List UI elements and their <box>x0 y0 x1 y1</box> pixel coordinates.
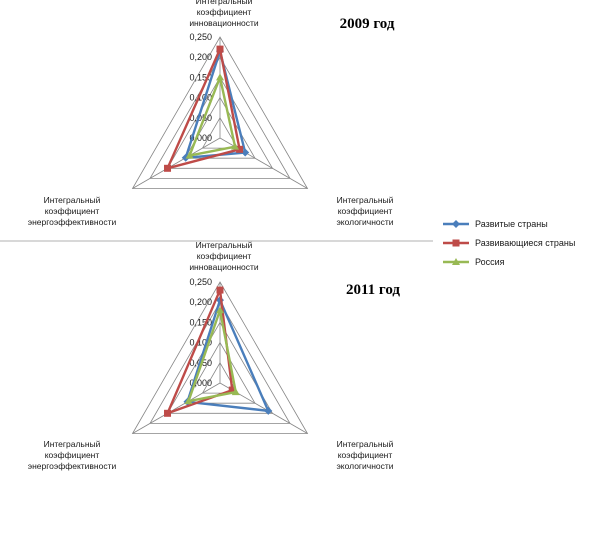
tick-label: 0,150 <box>189 317 212 327</box>
legend-label: Развивающиеся страны <box>475 238 575 248</box>
radar-chart-2009: 0,000 0,050 0,100 0,150 0,200 0,250 Интегральн… <box>28 0 395 227</box>
grid-ring <box>166 76 274 169</box>
legend-label: Россия <box>475 257 505 267</box>
data-point <box>228 386 236 394</box>
chart-title: 2011 год <box>346 282 400 298</box>
data-point <box>164 164 172 172</box>
data-point <box>184 397 193 405</box>
tick-label: 0,200 <box>189 52 212 62</box>
axis-label: Интегральный коэффициент экологичности <box>336 195 393 227</box>
grid-ring <box>149 301 291 424</box>
tick-label: 0,000 <box>189 378 212 388</box>
data-point <box>264 406 273 415</box>
axis-label: Интегральный коэффициент инновационности <box>189 240 259 272</box>
data-point <box>164 409 172 417</box>
grid-ring <box>201 117 239 149</box>
tick-label: 0,100 <box>189 93 212 103</box>
series-line <box>187 309 237 403</box>
tick-label: 0,250 <box>189 277 212 287</box>
data-point <box>236 145 244 153</box>
data-point <box>216 45 224 53</box>
grid-ring <box>131 281 309 434</box>
legend-marker <box>452 220 460 228</box>
data-point <box>231 388 240 396</box>
data-point <box>185 151 194 159</box>
series-line <box>186 298 270 413</box>
grid-ring <box>131 36 309 189</box>
data-point <box>231 142 240 150</box>
tick-label: 0,050 <box>189 113 212 123</box>
data-point <box>241 148 250 157</box>
axis-spoke <box>132 382 221 434</box>
axis-label: Интегральный коэффициент инновационности <box>189 0 259 28</box>
grid-ring <box>201 361 239 394</box>
chart-title: 2009 год <box>340 16 395 32</box>
axis-spoke <box>132 137 221 189</box>
tick-label: 0,150 <box>189 72 212 82</box>
legend: Развитые страны Развивающиеся страны Росси… <box>443 219 575 267</box>
grid-ring <box>184 96 256 159</box>
axis-label: Интегральный коэффициент энергоэффективнос… <box>28 439 117 471</box>
axis-label: Интегральный коэффициент экологичности <box>336 439 393 471</box>
axis-spoke <box>219 137 308 189</box>
axis-label: Интегральный коэффициент энергоэффективнос… <box>28 195 117 227</box>
tick-label: 0,200 <box>189 297 212 307</box>
tick-label: 0,250 <box>189 32 212 42</box>
grid-ring <box>184 341 256 404</box>
grid-ring <box>166 321 274 414</box>
tick-label: 0,100 <box>189 338 212 348</box>
legend-marker <box>452 258 460 265</box>
legend-marker <box>452 239 460 247</box>
tick-label: 0,000 <box>189 133 212 143</box>
data-point <box>216 73 224 81</box>
grid-ring <box>149 56 291 179</box>
radar-chart-2011: 0,0000,0500,1000,1500,2000,250Интегральн… <box>28 240 401 471</box>
series-line <box>188 76 237 157</box>
data-point <box>216 306 224 314</box>
series-line <box>166 47 241 170</box>
data-point <box>216 286 224 294</box>
legend-label: Развитые страны <box>475 219 548 229</box>
